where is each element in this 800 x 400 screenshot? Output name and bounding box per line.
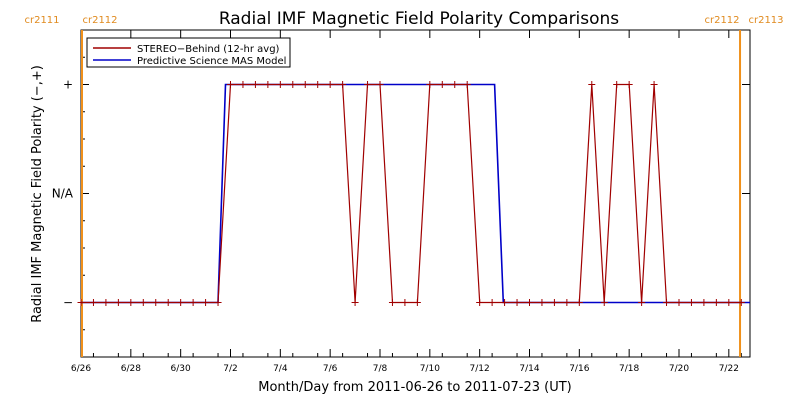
x-tick-label-9: 7/14	[519, 364, 539, 374]
x-tick-label-5: 7/6	[323, 364, 338, 374]
x-tick-label-1: 6/28	[121, 364, 141, 374]
data-point	[177, 299, 185, 306]
series-line-1	[81, 83, 750, 304]
data-point	[513, 299, 521, 306]
data-point	[264, 81, 272, 88]
data-point	[625, 81, 633, 88]
data-point	[451, 81, 459, 88]
data-point	[463, 81, 471, 88]
data-point	[550, 299, 558, 306]
data-point	[426, 81, 434, 88]
data-point	[152, 299, 160, 306]
data-point	[202, 299, 210, 306]
carrington-label-right-1: cr2112	[82, 15, 117, 26]
data-point	[127, 299, 135, 306]
data-point	[438, 81, 446, 88]
data-point	[77, 299, 85, 306]
data-point	[675, 299, 683, 306]
data-point	[700, 299, 708, 306]
data-point	[89, 299, 97, 306]
data-point	[301, 81, 309, 88]
data-point	[538, 299, 546, 306]
legend-label-model: Predictive Science MAS Model	[137, 56, 286, 67]
x-tick-label-2: 6/30	[171, 364, 191, 374]
data-point	[351, 299, 359, 306]
legend-label-stereo: STEREO−Behind (12-hr avg)	[137, 44, 280, 55]
data-point	[563, 299, 571, 306]
plot-area	[80, 29, 751, 358]
data-point	[737, 299, 745, 306]
data-point	[476, 299, 484, 306]
legend-box	[86, 37, 291, 68]
data-point	[251, 81, 259, 88]
x-tick-label-3: 7/2	[223, 364, 237, 374]
data-point	[663, 299, 671, 306]
x-tick-label-6: 7/8	[373, 364, 388, 374]
data-point	[239, 81, 247, 88]
x-tick-label-4: 7/4	[273, 364, 288, 374]
data-point	[376, 81, 384, 88]
data-point	[326, 81, 334, 88]
data-point	[164, 299, 172, 306]
data-point	[600, 299, 608, 306]
x-tick-label-12: 7/20	[669, 364, 689, 374]
data-point	[712, 299, 720, 306]
y-tick-label-0: +	[63, 78, 73, 92]
data-point	[488, 299, 496, 306]
data-point	[214, 299, 222, 306]
x-tick-label-8: 7/12	[470, 364, 490, 374]
data-point	[114, 299, 122, 306]
x-tick-label-10: 7/16	[569, 364, 589, 374]
data-point	[525, 299, 533, 306]
y-tick-label-2: −	[63, 296, 73, 310]
data-point	[226, 81, 234, 88]
y-axis-label: Radial IMF Magnetic Field Polarity (−,+)	[30, 65, 45, 323]
data-point	[102, 299, 110, 306]
series-line-0	[81, 83, 742, 304]
data-point	[276, 81, 284, 88]
carrington-label-right-2: cr2113	[748, 15, 783, 26]
data-point	[388, 299, 396, 306]
data-point	[687, 299, 695, 306]
data-point	[638, 299, 646, 306]
data-point	[575, 299, 583, 306]
data-point	[314, 81, 322, 88]
y-tick-label-1: N/A	[52, 187, 74, 201]
legend: STEREO−Behind (12-hr avg) Predictive Sci…	[86, 37, 291, 68]
data-point	[650, 81, 658, 88]
data-point	[501, 299, 509, 306]
x-tick-label-13: 7/22	[719, 364, 739, 374]
data-point	[401, 299, 409, 306]
data-point	[588, 81, 596, 88]
carrington-label-left-2: cr2112	[704, 15, 739, 26]
data-point	[613, 81, 621, 88]
x-tick-label-7: 7/10	[420, 364, 440, 374]
data-point	[289, 81, 297, 88]
data-point	[189, 299, 197, 306]
data-point	[339, 81, 347, 88]
x-axis-label: Month/Day from 2011-06-26 to 2011-07-23 …	[258, 380, 571, 395]
data-point	[139, 299, 147, 306]
x-tick-label-11: 7/18	[619, 364, 639, 374]
carrington-label-left-1: cr2111	[24, 15, 59, 26]
data-point	[413, 299, 421, 306]
x-tick-label-0: 6/26	[71, 364, 91, 374]
chart-title: Radial IMF Magnetic Field Polarity Compa…	[219, 9, 619, 29]
data-point	[725, 299, 733, 306]
data-point	[364, 81, 372, 88]
